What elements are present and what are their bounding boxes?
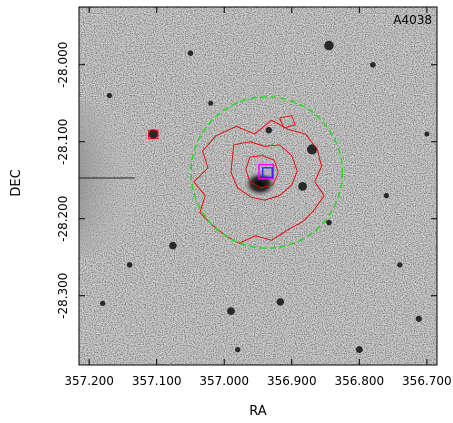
y-tick-label: -28.000 <box>56 42 70 88</box>
y-tick-label: -28.200 <box>56 196 70 242</box>
y-tick-label: -28.100 <box>56 119 70 165</box>
plot-border <box>78 6 438 366</box>
image-frame <box>78 6 438 366</box>
xray-contour <box>230 141 298 201</box>
source-point <box>187 50 194 56</box>
source-point <box>100 300 106 307</box>
source-point <box>424 131 430 137</box>
x-ticks: 357.200 357.100 357.000 356.900 356.800 356.7… <box>64 7 452 388</box>
source-point <box>397 262 403 268</box>
source-point <box>126 262 133 268</box>
source-point <box>415 315 422 322</box>
x-tick-label: 356.700 <box>402 374 452 388</box>
source-point <box>298 181 307 191</box>
source-point <box>148 129 159 139</box>
source-point <box>265 126 273 134</box>
source-point <box>276 298 285 306</box>
xray-contour <box>193 119 325 244</box>
source-point <box>383 192 389 199</box>
cluster-name-label: A4038 <box>393 13 432 27</box>
source-point <box>324 40 334 51</box>
aperture-circle <box>190 96 344 249</box>
source-point <box>169 241 177 250</box>
x-tick-label: 356.900 <box>267 374 317 388</box>
source-point <box>106 92 113 99</box>
y-tick-label: -28.300 <box>56 273 70 319</box>
magenta-box <box>258 163 274 180</box>
source-point <box>355 346 363 354</box>
xray-contour <box>245 155 279 189</box>
blue-box <box>262 167 273 178</box>
xray-contour <box>279 115 296 129</box>
contours-layer <box>148 115 325 244</box>
x-tick-label: 357.200 <box>64 374 114 388</box>
x-tick-label: 357.000 <box>199 374 249 388</box>
source-point <box>227 307 235 316</box>
x-axis-label: RA <box>249 404 267 419</box>
y-axis-label: DEC <box>9 169 24 196</box>
source-point <box>306 144 318 155</box>
y-ticks: -28.000 -28.100 -28.200 -28.300 <box>56 42 437 319</box>
source-point <box>370 61 376 68</box>
source-point <box>208 100 214 106</box>
source-point <box>235 346 241 353</box>
xray-contour <box>148 129 159 140</box>
x-tick-label: 356.800 <box>335 374 385 388</box>
sources-layer <box>100 40 430 354</box>
x-tick-label: 357.100 <box>132 374 182 388</box>
source-point <box>326 219 332 226</box>
